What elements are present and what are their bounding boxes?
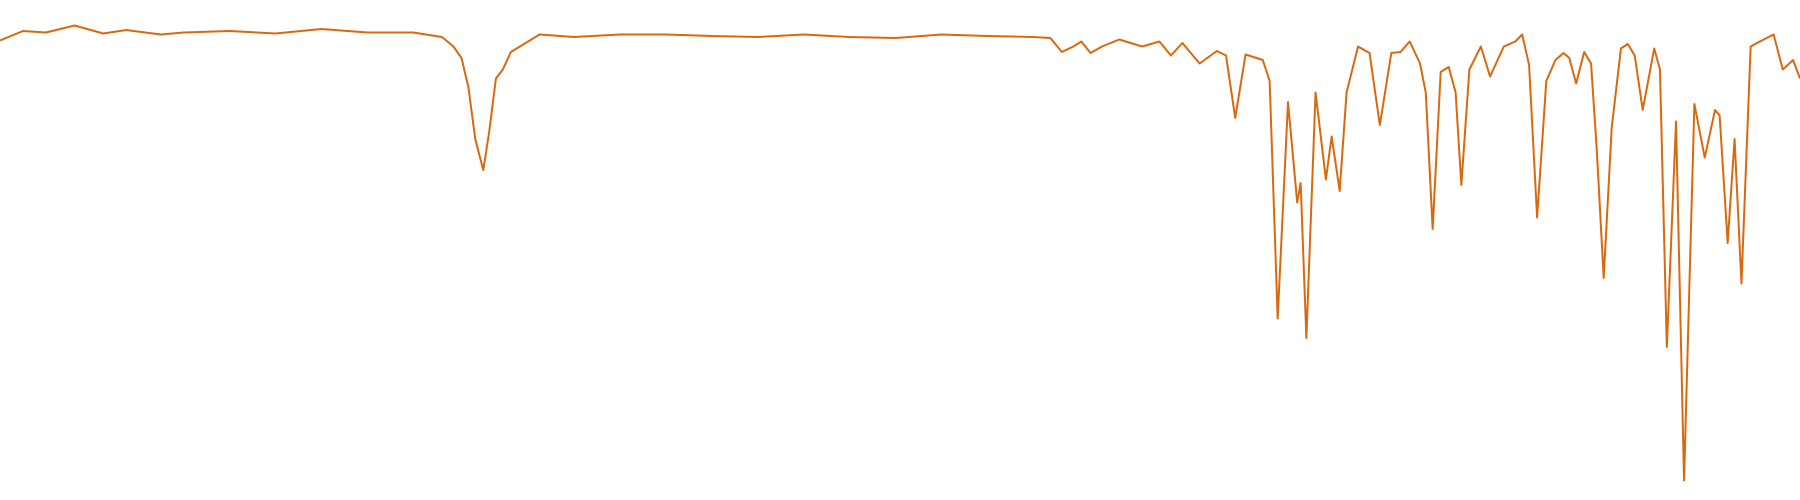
- spectrum-line: [0, 24, 1800, 482]
